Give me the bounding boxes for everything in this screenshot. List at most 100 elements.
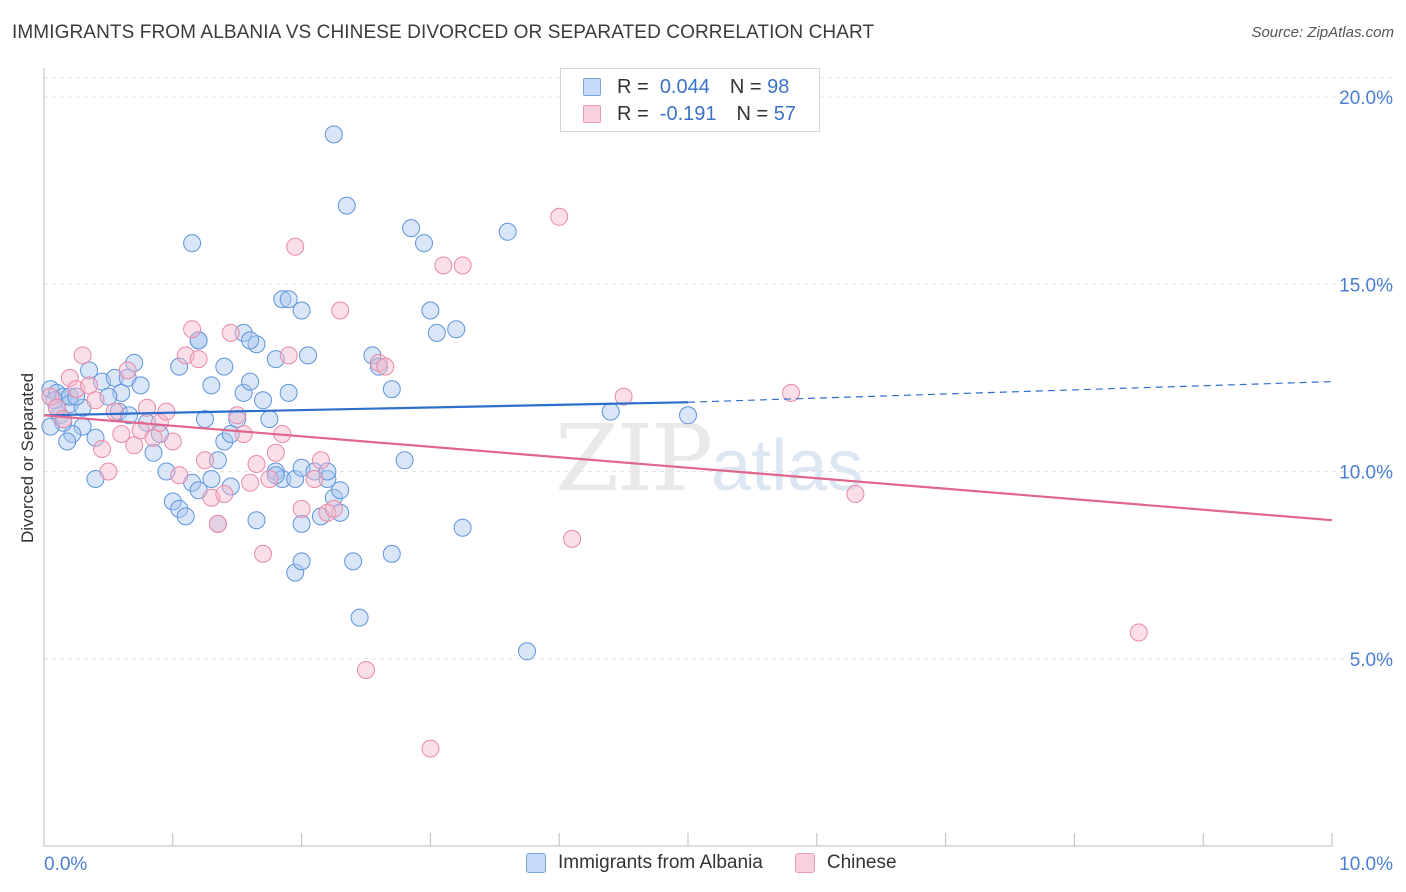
watermark-atlas: atlas: [711, 426, 864, 506]
point-albania: [279, 383, 298, 402]
point-albania: [109, 402, 128, 421]
point-chinese: [196, 451, 214, 470]
point-chinese: [125, 436, 144, 455]
correlation-legend: R = 0.044 N = 98 R = -0.191 N = 57: [560, 68, 820, 132]
point-albania: [170, 499, 189, 518]
point-chinese: [266, 443, 285, 462]
point-chinese: [105, 402, 124, 421]
point-albania: [208, 451, 227, 470]
point-chinese: [41, 387, 60, 406]
point-albania: [447, 320, 466, 339]
point-albania: [189, 331, 208, 350]
x-tick-label-min: 0.0%: [44, 854, 87, 875]
r-value-chinese: -0.191: [659, 102, 717, 125]
point-chinese: [305, 470, 324, 488]
point-chinese: [189, 350, 208, 369]
albania-legend-swatch: [526, 853, 546, 873]
point-albania: [144, 443, 163, 462]
point-chinese: [376, 357, 395, 376]
gridlines: [44, 77, 1392, 660]
point-albania: [221, 477, 240, 496]
point-albania: [286, 563, 305, 582]
x-tick-label-max: 10.0%: [1339, 854, 1393, 875]
point-chinese: [86, 391, 105, 410]
legend-item-albania: Immigrants from Albania: [526, 852, 763, 874]
point-albania: [453, 518, 472, 537]
point-albania: [331, 481, 350, 500]
legend-row-albania: R = 0.044 N = 98: [583, 75, 789, 99]
chart-title: IMMIGRANTS FROM ALBANIA VS CHINESE DIVOR…: [12, 22, 875, 43]
y-tick-label: 10.0%: [1339, 463, 1393, 484]
point-albania: [215, 357, 234, 376]
point-chinese: [73, 346, 92, 365]
point-chinese: [247, 455, 266, 473]
point-albania: [679, 406, 697, 425]
point-chinese: [241, 473, 260, 492]
chinese-legend-swatch: [794, 853, 815, 873]
point-albania: [273, 290, 292, 309]
point-albania: [215, 432, 234, 451]
n-label: N =: [729, 75, 762, 98]
point-chinese: [324, 499, 343, 518]
point-albania: [421, 301, 440, 320]
point-albania: [58, 432, 77, 451]
point-chinese: [434, 256, 453, 275]
albania-legend-label: Immigrants from Albania: [558, 852, 763, 873]
point-albania: [247, 511, 266, 530]
chinese-swatch: [583, 105, 601, 123]
y-tick-label: 20.0%: [1339, 88, 1393, 109]
y-tick-labels: 5.0% 10.0% 15.0% 20.0%: [1339, 88, 1393, 671]
point-albania: [202, 470, 221, 488]
r-value-albania: 0.044: [659, 75, 710, 98]
x-ticks: [43, 833, 1333, 846]
point-albania: [67, 387, 86, 406]
point-albania: [260, 410, 279, 429]
point-albania: [163, 492, 182, 511]
point-albania: [344, 552, 363, 571]
chinese-legend-label: Chinese: [826, 852, 897, 873]
point-albania: [415, 234, 433, 253]
point-chinese: [279, 346, 298, 365]
point-albania: [382, 544, 401, 563]
point-chinese: [215, 485, 234, 503]
point-albania: [299, 346, 317, 365]
point-albania: [601, 402, 620, 421]
point-chinese: [550, 207, 569, 226]
point-chinese: [150, 413, 169, 432]
point-chinese: [563, 529, 582, 548]
point-albania: [234, 323, 253, 342]
axes: [43, 68, 1332, 847]
point-chinese: [846, 485, 865, 503]
point-albania: [80, 361, 99, 380]
point-chinese: [311, 451, 330, 470]
point-albania: [382, 380, 401, 399]
point-albania: [292, 301, 311, 320]
point-chinese: [331, 301, 350, 320]
point-chinese: [228, 406, 247, 425]
point-albania: [125, 353, 144, 372]
point-chinese: [60, 368, 79, 387]
point-albania: [131, 376, 150, 395]
point-chinese: [80, 376, 99, 395]
point-chinese: [260, 470, 279, 488]
point-chinese: [292, 499, 311, 518]
point-chinese: [221, 323, 240, 342]
legend-item-chinese: Chinese: [794, 852, 897, 874]
point-albania: [170, 357, 189, 376]
point-chinese: [118, 361, 137, 380]
point-chinese: [99, 462, 118, 481]
point-albania: [241, 372, 260, 391]
point-albania: [234, 383, 253, 402]
point-albania: [286, 470, 305, 488]
point-albania: [241, 331, 260, 350]
point-chinese: [782, 383, 800, 402]
point-chinese: [254, 544, 272, 563]
albania-swatch: [583, 78, 601, 96]
trend-line-albania: [43, 401, 689, 417]
point-chinese: [163, 432, 182, 451]
trend-lines: [43, 381, 1333, 522]
n-value-chinese: 57: [773, 102, 797, 125]
point-chinese: [1129, 623, 1148, 642]
point-chinese: [157, 402, 176, 421]
